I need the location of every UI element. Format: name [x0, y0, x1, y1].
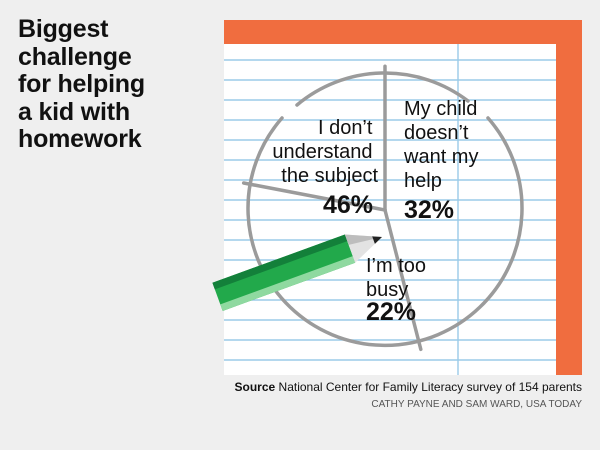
slice-label-line: the subject	[281, 165, 378, 187]
source-text: National Center for Family Literacy surv…	[278, 380, 582, 394]
slice-value-left: 46%	[323, 191, 373, 219]
title-line: challenge	[18, 42, 132, 71]
pie-divider-right	[383, 208, 423, 352]
slice-value-right: 32%	[404, 196, 454, 224]
slice-label-line: understand	[272, 141, 372, 163]
pencil-body-shine	[220, 256, 356, 311]
pie-group: I don’t understand the subject 46% My ch…	[241, 64, 524, 352]
pie-divider-bottom	[241, 181, 387, 212]
title-line: homework	[18, 125, 142, 153]
title-line: Biggest	[18, 15, 109, 43]
pencil-body-shade	[212, 234, 348, 290]
slice-dividers	[241, 64, 423, 352]
slice-label-bottom: I’m too busy	[366, 255, 432, 301]
slice-label-right: My child doesn’t want my help	[403, 98, 484, 192]
credit-line: CATHY PAYNE AND SAM WARD, USA TODAY	[371, 399, 582, 410]
pencil-lead	[372, 236, 382, 244]
ruled-lines	[224, 59, 556, 361]
title-line: a kid with	[18, 97, 130, 126]
chart-title: Biggest challenge for helping a kid with…	[18, 15, 213, 154]
slice-label-line: busy	[366, 279, 408, 301]
pencil-body	[212, 234, 356, 311]
slice-label-line: My child	[404, 98, 477, 120]
title-line: for helping	[18, 70, 145, 98]
slice-label-line: doesn’t	[404, 122, 469, 144]
source-label: Source	[234, 380, 276, 394]
slice-label-left: I don’t understand the subject	[272, 117, 378, 187]
slice-label-line: I don’t	[318, 117, 373, 139]
slice-label-line: help	[404, 170, 442, 192]
source-note: Source National Center for Family Litera…	[235, 380, 583, 394]
slice-label-line: I’m too	[366, 255, 426, 277]
pencil-illustration	[212, 234, 382, 311]
slice-label-line: want my	[403, 146, 478, 168]
slice-value-bottom: 22%	[366, 298, 416, 326]
pie-outline-arc-lower	[246, 116, 524, 347]
pie-outline-arc-upper	[295, 71, 470, 107]
